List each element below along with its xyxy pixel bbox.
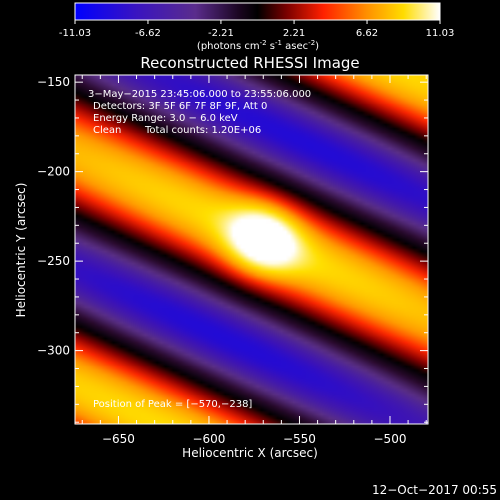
x-tick-label: −600 xyxy=(192,432,225,446)
annotation-counts: Total counts: 1.20E+06 xyxy=(144,125,261,136)
x-tick-label: −550 xyxy=(283,432,316,446)
plot-frame xyxy=(74,74,429,425)
y-axis-label: Heliocentric Y (arcsec) xyxy=(14,183,28,318)
annotations: 3−May−2015 23:45:06.000 to 23:55:06.000 … xyxy=(88,89,311,410)
y-tick-label: −150 xyxy=(37,75,70,89)
colorbar-tick-label: -11.03 xyxy=(59,28,91,39)
y-tick-label: −300 xyxy=(37,344,70,358)
annotation-method: Clean xyxy=(93,125,121,136)
y-axis: −150 −200 −250 −300 xyxy=(37,75,428,423)
y-tick-label: −200 xyxy=(37,165,70,179)
annotation-time: 3−May−2015 23:45:06.000 to 23:55:06.000 xyxy=(88,89,311,100)
colorbar-ticks: -11.03 -6.62 -2.21 2.21 6.62 11.03 xyxy=(59,20,454,39)
x-tick-label: −500 xyxy=(374,432,407,446)
colorbar-tick-label: 11.03 xyxy=(426,28,455,39)
y-tick-label: −250 xyxy=(37,254,70,268)
colorbar-tick-label: 6.62 xyxy=(356,28,378,39)
annotation-peak: Position of Peak = [−570,−238] xyxy=(93,399,252,410)
chart-title: Reconstructed RHESSI Image xyxy=(140,54,359,72)
footer-timestamp: 12−Oct−2017 00:55 xyxy=(372,483,497,497)
colorbar-units: (photons cm-2 s-1 asec-2) xyxy=(197,39,319,52)
x-tick-label: −650 xyxy=(102,432,135,446)
heatmap-image xyxy=(75,75,428,424)
annotation-detectors: Detectors: 3F 5F 6F 7F 8F 9F, Att 0 xyxy=(93,101,267,112)
annotation-energy: Energy Range: 3.0 − 6.0 keV xyxy=(93,113,238,124)
colorbar-gradient xyxy=(74,2,441,21)
heatmap xyxy=(74,74,429,425)
colorbar-tick-label: -6.62 xyxy=(135,28,161,39)
x-axis-label: Heliocentric X (arcsec) xyxy=(182,446,318,460)
colorbar-tick-label: -2.21 xyxy=(208,28,234,39)
colorbar-tick-label: 2.21 xyxy=(283,28,305,39)
colorbar: -11.03 -6.62 -2.21 2.21 6.62 11.03 (photons c… xyxy=(59,2,454,52)
x-axis: −650 −600 −550 −500 xyxy=(81,75,427,446)
